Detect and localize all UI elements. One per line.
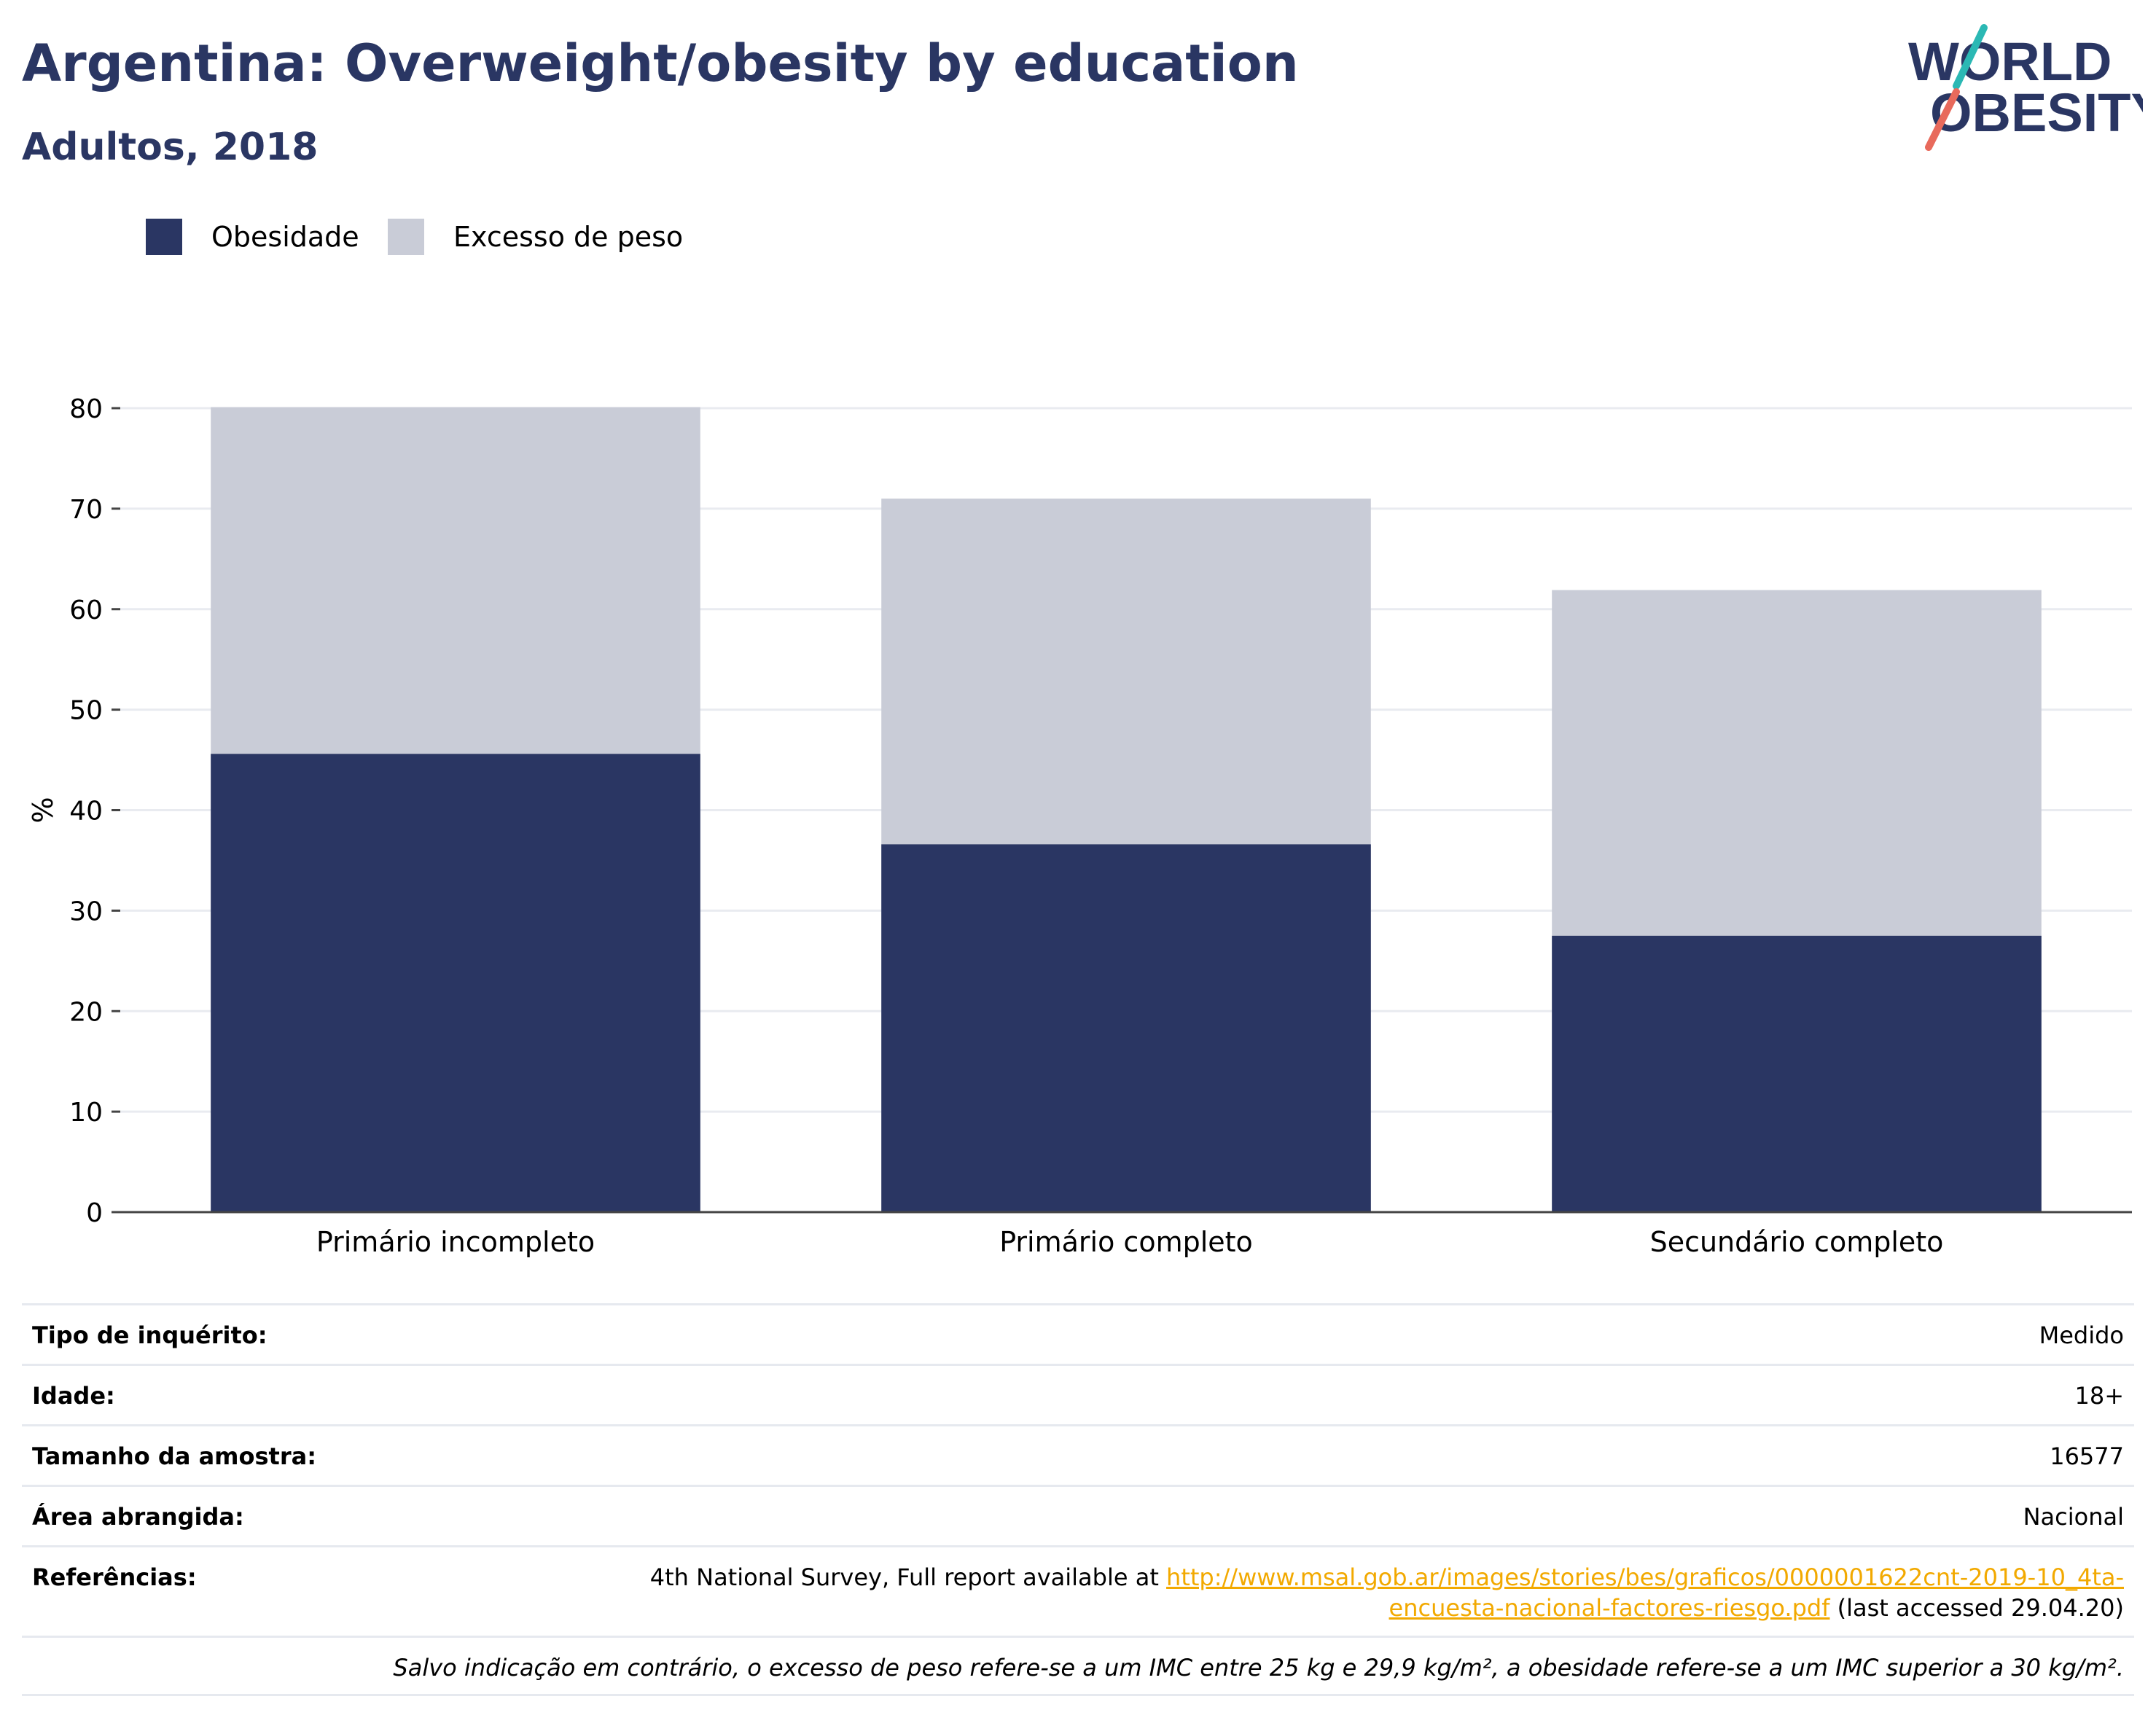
info-row-age: Idade: 18+ xyxy=(22,1364,2134,1424)
y-tick-label: 80 xyxy=(69,394,103,424)
info-table: Tipo de inquérito: Medido Idade: 18+ Tam… xyxy=(22,1303,2134,1696)
info-value: 18+ xyxy=(2074,1382,2124,1410)
info-value: 16577 xyxy=(2050,1442,2124,1470)
logo-slash-coral xyxy=(1925,88,1960,151)
logo-line1: WORLD xyxy=(1908,31,2112,92)
info-label: Referências: xyxy=(32,1563,197,1591)
x-tick-labels: Primário incompleto Primário completo Secu… xyxy=(316,1226,1944,1258)
y-tick-label: 40 xyxy=(69,797,103,827)
chart-title: Argentina: Overweight/obesity by educati… xyxy=(22,34,1299,93)
legend-label-excesso-de-peso: Excesso de peso xyxy=(453,221,684,253)
bar-obesidade[interactable] xyxy=(211,754,700,1212)
y-tick-label: 60 xyxy=(69,595,103,625)
x-tick-label: Secundário completo xyxy=(1650,1226,1944,1258)
y-tick-labels: 0 10 20 30 40 50 60 70 80 xyxy=(69,394,120,1228)
info-row-survey-type: Tipo de inquérito: Medido xyxy=(22,1303,2134,1364)
y-tick-label: 70 xyxy=(69,495,103,525)
legend-swatch-excesso-de-peso xyxy=(388,219,424,255)
y-tick-label: 30 xyxy=(69,897,103,926)
bar-obesidade[interactable] xyxy=(881,844,1371,1212)
y-tick-label: 10 xyxy=(69,1098,103,1128)
references-suffix: (last accessed 29.04.20) xyxy=(1829,1594,2124,1622)
y-tick-label: 20 xyxy=(69,997,103,1027)
references-link-part1[interactable]: http://www.msal.gob.ar/images/stories/be… xyxy=(1166,1563,2124,1591)
y-tick-label: 50 xyxy=(69,696,103,726)
info-row-area: Área abrangida: Nacional xyxy=(22,1485,2134,1545)
logo-line2: OBESITY xyxy=(1930,82,2143,143)
y-axis-label: % xyxy=(27,797,59,823)
info-label: Área abrangida: xyxy=(32,1503,244,1531)
legend-label-obesidade: Obesidade xyxy=(211,221,359,253)
references-value: 4th National Survey, Full report availab… xyxy=(650,1562,2124,1623)
info-value: Medido xyxy=(2039,1321,2124,1349)
references-prefix: 4th National Survey, Full report availab… xyxy=(649,1563,1167,1591)
bar-obesidade[interactable] xyxy=(1552,935,2042,1212)
bars xyxy=(211,407,2042,1212)
info-label: Tamanho da amostra: xyxy=(32,1442,316,1470)
info-row-sample-size: Tamanho da amostra: 16577 xyxy=(22,1424,2134,1485)
chart-subtitle: Adultos, 2018 xyxy=(22,125,319,169)
logo-slash-teal xyxy=(1953,24,1988,90)
x-tick-label: Primário incompleto xyxy=(316,1226,595,1258)
info-label: Idade: xyxy=(32,1382,115,1410)
info-label: Tipo de inquérito: xyxy=(32,1321,267,1349)
legend-swatch-obesidade xyxy=(146,219,182,255)
y-tick-label: 0 xyxy=(86,1198,103,1228)
info-row-references: Referências: 4th National Survey, Full r… xyxy=(22,1545,2134,1636)
info-value: Nacional xyxy=(2023,1503,2124,1531)
legend-item-excesso-de-peso[interactable]: Excesso de peso xyxy=(388,219,683,255)
world-obesity-logo: WORLD OBESITY xyxy=(1908,24,2143,151)
footnote: Salvo indicação em contrário, o excesso … xyxy=(22,1636,2134,1696)
x-tick-label: Primário completo xyxy=(999,1226,1253,1258)
references-link-part2[interactable]: encuesta-nacional-factores-riesgo.pdf xyxy=(1388,1594,1830,1622)
legend-item-obesidade[interactable]: Obesidade xyxy=(146,219,359,255)
